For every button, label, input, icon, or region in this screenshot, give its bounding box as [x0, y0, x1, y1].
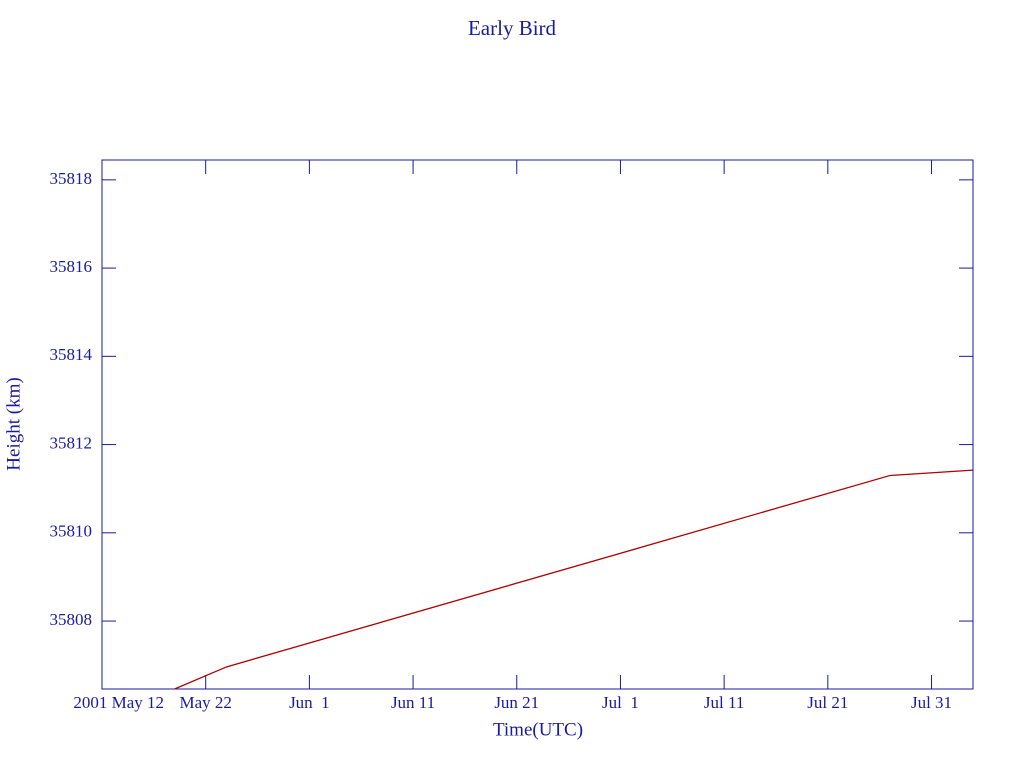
- x-tick-label: Jul 1: [602, 693, 639, 712]
- y-axis-title: Height (km): [3, 377, 24, 470]
- x-tick-label: Jun 11: [391, 693, 435, 712]
- data-line: [174, 469, 974, 690]
- y-tick-label: 35808: [50, 610, 93, 629]
- x-tick-label: Jun 1: [289, 693, 330, 712]
- x-tick-label: Jul 31: [911, 693, 952, 712]
- chart-title: Early Bird: [468, 16, 557, 40]
- x-tick-label: May 22: [179, 693, 231, 712]
- x-tick-label: Jun 21: [494, 693, 539, 712]
- y-tick-label: 35812: [50, 433, 93, 452]
- x-tick-label: 2001 May 12: [73, 693, 164, 712]
- y-tick-label: 35814: [50, 345, 93, 364]
- y-tick-label: 35818: [50, 169, 93, 188]
- x-tick-label: Jul 11: [704, 693, 744, 712]
- plot-frame: [101, 159, 974, 690]
- x-tick-label: Jul 21: [807, 693, 848, 712]
- x-axis-title: Time(UTC): [493, 719, 583, 740]
- y-tick-label: 35810: [50, 522, 93, 541]
- y-tick-label: 35816: [50, 257, 93, 276]
